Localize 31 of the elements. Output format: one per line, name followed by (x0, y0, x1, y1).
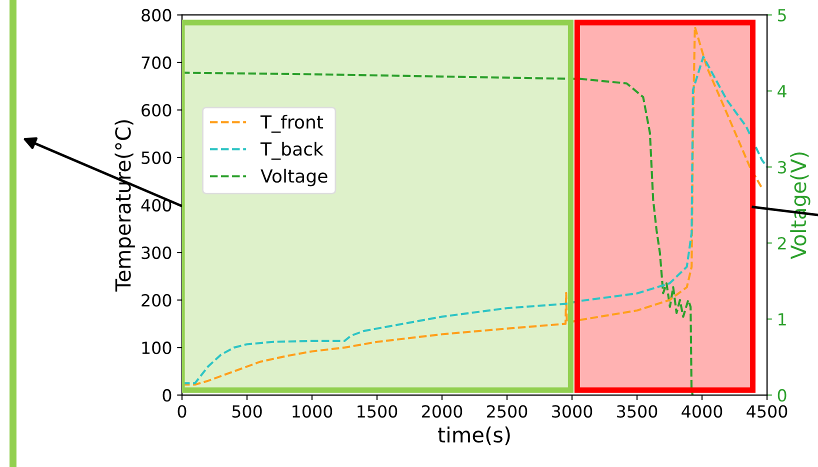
x-tick-label: 500 (232, 405, 262, 418)
legend-label: T_front (260, 114, 324, 133)
x-axis-title: time(s) (438, 426, 510, 446)
y-tick-label: 100 (142, 342, 172, 354)
x-tick-label: 4000 (682, 405, 722, 418)
y-tick-label: 500 (142, 151, 172, 164)
legend-label: Voltage (260, 168, 328, 186)
y2-tick-label: 3 (778, 160, 786, 174)
y-tick-label: 0 (162, 389, 172, 402)
y2-tick-label: 4 (778, 85, 786, 98)
y-tick-label: 200 (142, 294, 172, 307)
x-tick-label: 1500 (358, 405, 398, 418)
x-tick-label: 1000 (292, 405, 332, 418)
y2-tick-label: 2 (778, 236, 786, 250)
x-tick-label: 4500 (746, 405, 788, 418)
y-axis-title: Temperature(°C) (114, 120, 135, 292)
y2-axis-title: Voltage(V) (790, 152, 810, 260)
line-series (182, 72, 694, 396)
y-tick-label: 800 (142, 8, 172, 22)
y-tick-label: 700 (142, 56, 172, 70)
y-tick-label: 600 (142, 104, 172, 117)
x-tick-label: 2500 (487, 405, 528, 418)
x-tick-label: 2000 (422, 405, 462, 418)
x-tick-label: 3500 (617, 405, 658, 418)
y2-tick-label: 1 (778, 313, 786, 326)
y2-tick-label: 5 (778, 9, 786, 22)
x-tick-label: 0 (178, 405, 186, 418)
y2-tick-label: 0 (778, 389, 786, 402)
legend-label: T_back (260, 142, 324, 160)
x-tick-label: 3000 (552, 405, 592, 418)
y-tick-label: 300 (142, 246, 172, 260)
